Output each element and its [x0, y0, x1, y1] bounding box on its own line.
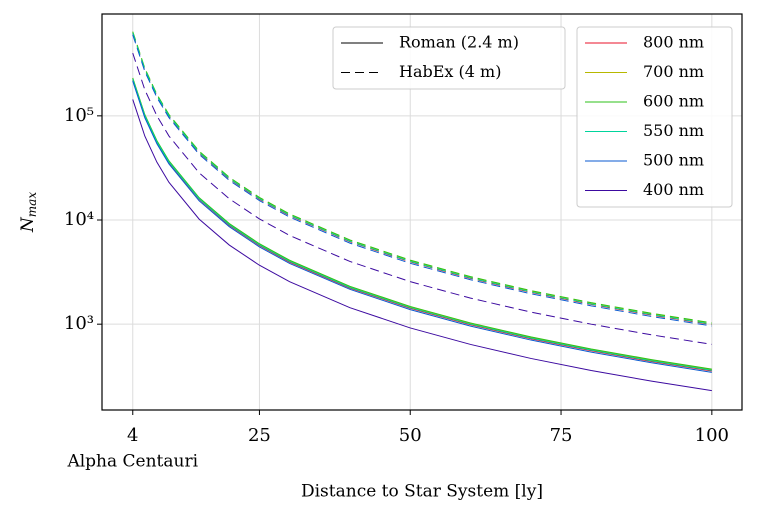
line [132, 80, 712, 373]
line [132, 99, 712, 392]
line [132, 31, 712, 324]
x-axis-label: Distance to Star System [ly] [301, 482, 543, 502]
y-tick-label: 10⁵ [64, 105, 94, 126]
legend-label: 800 nm [643, 33, 704, 52]
line [132, 52, 712, 345]
y-tick-label: 10³ [64, 313, 94, 334]
x-tick-label: 25 [248, 425, 271, 446]
y-tick-label: 10⁴ [64, 209, 94, 230]
legend-box [332, 26, 566, 90]
legend-label: Roman (2.4 m) [399, 33, 519, 52]
legend-label: 500 nm [643, 151, 704, 170]
x-tick-label: 100 [695, 425, 729, 446]
y-label-main: N [18, 216, 38, 233]
annotation: Alpha Centauri [66, 452, 198, 472]
line [132, 79, 712, 371]
y-label-sub: max [25, 192, 39, 218]
legend-label: 550 nm [643, 121, 704, 140]
line [132, 32, 712, 325]
line [132, 77, 712, 370]
legend-label: 600 nm [643, 92, 704, 111]
line [132, 34, 712, 327]
y-axis-label: Nmax [18, 192, 39, 233]
x-tick-label: 50 [399, 425, 422, 446]
plot-frame [101, 13, 743, 411]
x-tick-label: 75 [550, 425, 573, 446]
legend-label: 400 nm [643, 180, 704, 199]
legend-label: HabEx (4 m) [399, 62, 501, 81]
x-tick-label: 4 [127, 425, 138, 446]
legend-label: 700 nm [643, 62, 704, 81]
